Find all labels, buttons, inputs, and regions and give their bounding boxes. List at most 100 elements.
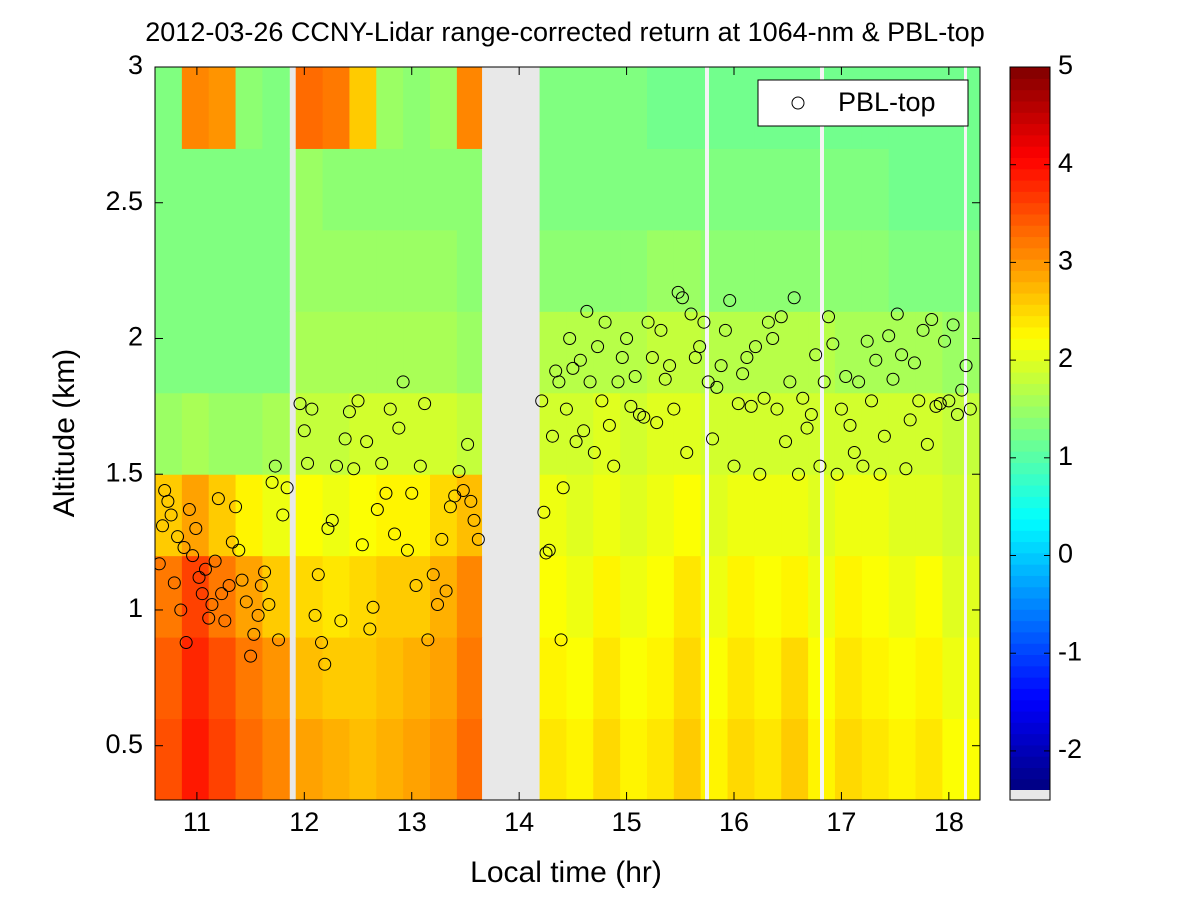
pbl-point — [375, 456, 389, 470]
heatmap-cell — [430, 229, 458, 312]
colorbar-swatch — [1010, 315, 1050, 328]
colorbar-swatch — [1010, 586, 1050, 599]
pbl-point — [392, 421, 406, 435]
pbl-point — [587, 446, 601, 460]
pbl-point — [727, 459, 741, 473]
heatmap-cell — [915, 637, 943, 720]
heatmap-cell — [376, 718, 404, 800]
heatmap-cell — [349, 392, 377, 475]
pbl-point — [641, 315, 655, 329]
pbl-point — [839, 369, 853, 383]
colorbar-tick-label: 5 — [1058, 50, 1073, 80]
heatmap-cell — [673, 637, 702, 720]
heatmap-cell — [181, 718, 210, 800]
pbl-point — [959, 359, 973, 373]
heatmap-cell — [727, 637, 755, 720]
x-tick-label: 16 — [719, 807, 749, 837]
heatmap-cell — [376, 67, 404, 149]
heatmap-cell — [593, 229, 621, 312]
heatmap-cell — [566, 718, 594, 800]
x-tick-label: 14 — [504, 807, 534, 837]
heatmap-cell — [208, 148, 237, 231]
pbl-point — [265, 475, 279, 489]
pbl-point — [251, 608, 265, 622]
pbl-point — [225, 535, 239, 549]
colorbar-swatch — [1010, 541, 1050, 554]
colorbar-swatch — [1010, 552, 1050, 565]
heatmap-cell — [155, 637, 183, 720]
colorbar-swatch — [1010, 507, 1050, 520]
colorbar-swatch — [1010, 281, 1050, 294]
legend-marker — [791, 96, 805, 110]
pbl-point — [396, 375, 410, 389]
pbl-point — [222, 579, 236, 593]
heatmap-cell — [262, 392, 290, 475]
pbl-point — [602, 418, 616, 432]
pbl-point — [675, 291, 689, 305]
heatmap-cell — [754, 148, 782, 231]
pbl-point — [431, 598, 445, 612]
pbl-point — [171, 530, 185, 544]
heatmap-cell — [155, 555, 183, 638]
heatmap-cell — [403, 67, 431, 149]
pbl-point — [195, 587, 209, 601]
pbl-point — [435, 532, 449, 546]
heatmap-cell — [322, 637, 350, 720]
heatmap-cell — [349, 555, 377, 638]
heatmap-cell — [456, 67, 483, 149]
pbl-point — [916, 323, 930, 337]
pbl-point — [645, 350, 659, 364]
colorbar-swatch — [1010, 372, 1050, 384]
heatmap-cell — [700, 555, 729, 638]
heatmap-cell — [235, 637, 263, 720]
heatmap-cell — [620, 474, 648, 557]
heatmap-cell — [727, 555, 755, 638]
heatmap-cell — [646, 555, 675, 638]
heatmap-cell — [673, 718, 702, 800]
heatmap-cell — [403, 718, 431, 800]
heatmap-cell — [620, 67, 648, 149]
colorbar-swatch — [1010, 112, 1050, 125]
pbl-point — [706, 432, 720, 446]
heatmap-cell — [673, 229, 702, 312]
chart-title: 2012-03-26 CCNY-Lidar range-corrected re… — [145, 17, 984, 47]
heatmap-cell — [181, 637, 210, 720]
heatmap-cell — [403, 555, 431, 638]
gap-stripe — [964, 67, 967, 800]
pbl-point — [297, 424, 311, 438]
pbl-point — [942, 394, 956, 408]
data-gaps — [705, 67, 967, 800]
colorbar-swatch — [1010, 722, 1050, 735]
heatmap-cell — [888, 474, 917, 557]
pbl-point — [929, 399, 943, 413]
heatmap-cell — [181, 311, 210, 394]
colorbar-swatch — [1010, 688, 1050, 701]
plot-frame — [154, 66, 981, 801]
colorbar-swatch — [1010, 134, 1050, 147]
pbl-point — [787, 291, 801, 305]
pbl-point — [167, 576, 181, 590]
y-tick-label: 2.5 — [105, 186, 143, 216]
colorbar-swatch — [1010, 496, 1050, 509]
heatmap-cell — [235, 148, 263, 231]
heatmap-cell — [208, 637, 237, 720]
heatmap-cell — [620, 637, 648, 720]
heatmap-cell — [888, 392, 917, 475]
heatmap-cell — [322, 474, 350, 557]
pbl-point — [535, 394, 549, 408]
pbl-point — [877, 429, 891, 443]
pbl-point — [315, 636, 329, 650]
heatmap-cell — [781, 555, 809, 638]
heatmap-cell — [235, 67, 263, 149]
pbl-point — [591, 340, 605, 354]
pbl-point — [865, 394, 879, 408]
heatmap-cell — [834, 555, 863, 638]
colorbar-swatch — [1010, 236, 1050, 249]
heatmap-cell — [322, 392, 350, 475]
pbl-point — [680, 446, 694, 460]
heatmap-cell — [754, 637, 782, 720]
colorbar-swatch — [1010, 620, 1050, 633]
heatmap-cell — [566, 229, 594, 312]
pbl-point — [254, 579, 268, 593]
colorbar-swatch — [1010, 360, 1050, 373]
